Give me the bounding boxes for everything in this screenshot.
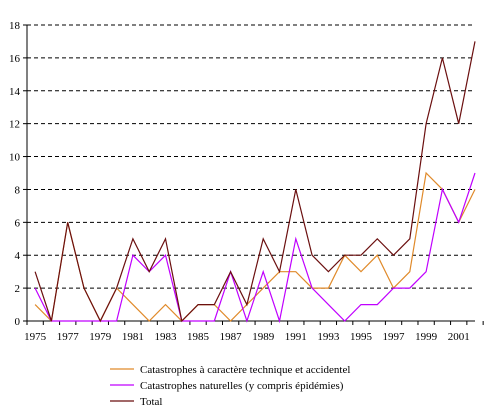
- y-tick-label-16: 16: [9, 53, 21, 65]
- series-line-2: [34, 41, 476, 323]
- y-tick-label-6: 6: [15, 217, 21, 229]
- x-tick-label-1987: 1987: [220, 331, 243, 343]
- axes: [26, 25, 484, 325]
- y-tick-label-10: 10: [9, 152, 21, 164]
- x-tick-label-1995: 1995: [350, 331, 373, 343]
- y-tick-label-14: 14: [9, 86, 21, 98]
- x-tick-label-1991: 1991: [285, 331, 307, 343]
- x-tick-label-1997: 1997: [383, 331, 406, 343]
- legend: Catastrophes à caractère technique et ac…: [110, 364, 350, 408]
- x-tick-label-1985: 1985: [187, 331, 210, 343]
- x-tick-label-1983: 1983: [154, 331, 177, 343]
- y-tick-label-12: 12: [9, 119, 20, 131]
- x-tick-label-1993: 1993: [317, 331, 340, 343]
- y-tick-label-8: 8: [15, 184, 21, 196]
- y-tick-label-0: 0: [15, 316, 21, 328]
- x-tick-label-1989: 1989: [252, 331, 275, 343]
- x-tick-label-1977: 1977: [57, 331, 80, 343]
- x-tick-label-2001: 2001: [448, 331, 470, 343]
- series-line-1: [34, 172, 476, 324]
- series-lines: [34, 41, 476, 324]
- x-tick-labels: 1975 1977 1979 1981 1983 1985 1987 1989 1991 1993…: [24, 331, 470, 343]
- legend-label-2: Total: [140, 396, 162, 408]
- x-tick-label-1981: 1981: [122, 331, 144, 343]
- y-tick-label-4: 4: [15, 250, 21, 262]
- x-tick-label-1999: 1999: [415, 331, 438, 343]
- legend-label-0: Catastrophes à caractère technique et ac…: [140, 364, 350, 376]
- x-tick-label-1975: 1975: [24, 331, 47, 343]
- series-line-0: [34, 171, 476, 323]
- grid-lines: [23, 24, 475, 322]
- legend-label-1: Catastrophes naturelles (y compris épidé…: [140, 380, 344, 392]
- x-tick-label-1979: 1979: [89, 331, 112, 343]
- y-tick-labels: 0 2 4 6 8 10 12 14 16 18: [9, 20, 21, 328]
- y-tick-label-18: 18: [9, 20, 21, 32]
- y-tick-label-2: 2: [15, 283, 21, 295]
